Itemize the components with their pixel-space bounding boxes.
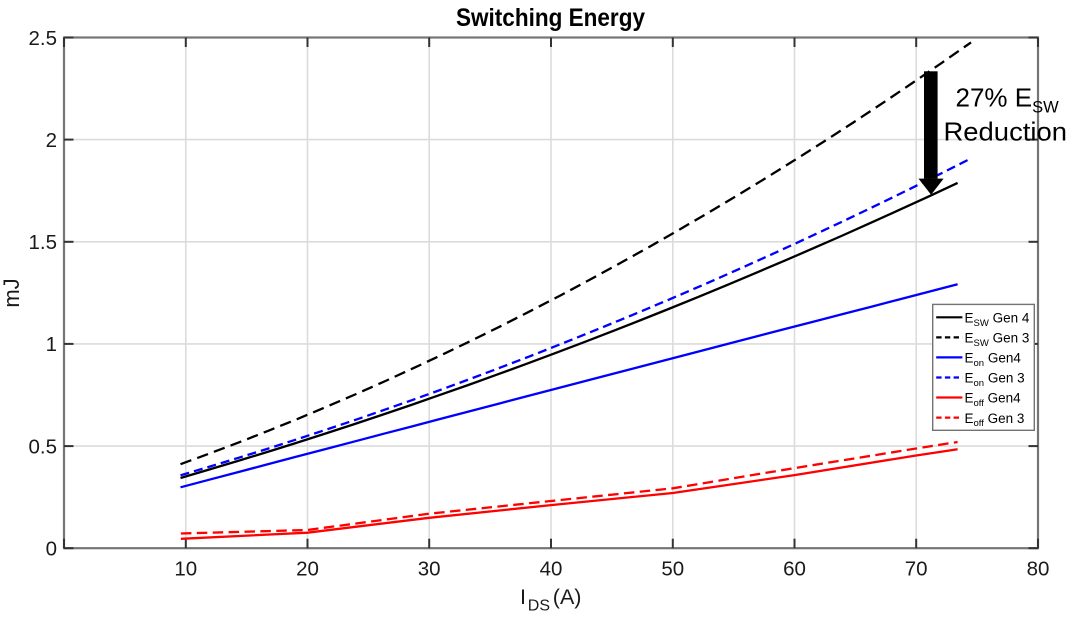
- svg-text:80: 80: [1027, 558, 1050, 581]
- svg-text:30: 30: [418, 558, 441, 581]
- svg-text:0: 0: [46, 538, 57, 561]
- svg-text:10: 10: [174, 558, 197, 581]
- svg-text:2.5: 2.5: [29, 27, 58, 50]
- svg-text:mJ: mJ: [0, 278, 24, 307]
- svg-text:50: 50: [661, 558, 684, 581]
- svg-text:1: 1: [46, 333, 57, 356]
- svg-text:60: 60: [783, 558, 806, 581]
- svg-text:2: 2: [46, 129, 57, 152]
- svg-text:0.5: 0.5: [29, 435, 58, 458]
- svg-text:Reduction: Reduction: [944, 116, 1068, 146]
- svg-text:ESW Gen 3: ESW Gen 3: [965, 331, 1030, 349]
- svg-text:20: 20: [296, 558, 319, 581]
- svg-text:40: 40: [540, 558, 563, 581]
- svg-text:DS: DS: [528, 597, 550, 614]
- svg-text:70: 70: [905, 558, 928, 581]
- svg-text:(A): (A): [553, 585, 582, 609]
- svg-text:I: I: [520, 585, 526, 609]
- svg-text:Switching Energy: Switching Energy: [456, 4, 645, 32]
- svg-text:1.5: 1.5: [29, 231, 58, 254]
